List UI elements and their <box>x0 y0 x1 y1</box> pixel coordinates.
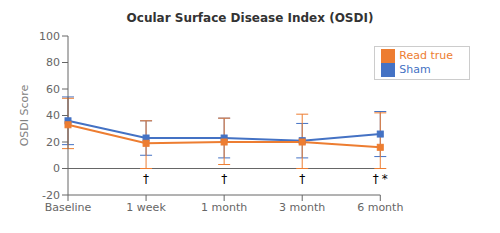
svg-text:Baseline: Baseline <box>45 201 92 214</box>
svg-text:1 week: 1 week <box>126 201 166 214</box>
svg-text:60: 60 <box>46 83 60 96</box>
svg-text:3 month: 3 month <box>279 201 325 214</box>
svg-text:†: † <box>143 172 149 186</box>
html-text:Ocular Surface Disease Index (: Ocular Surface Disease Index (OSDI) <box>126 11 374 25</box>
svg-text:*: * <box>382 172 388 186</box>
html-text:Read true: Read true <box>399 49 453 62</box>
svg-text:-20: -20 <box>42 189 60 202</box>
svg-text:20: 20 <box>46 136 60 149</box>
html-text:Sham: Sham <box>399 63 431 76</box>
svg-text:6 month: 6 month <box>357 201 403 214</box>
svg-text:40: 40 <box>46 109 60 122</box>
svg-text:†: † <box>221 172 227 186</box>
svg-text:100: 100 <box>39 30 60 43</box>
svg-text:0: 0 <box>53 162 60 175</box>
svg-text:†: † <box>373 172 379 186</box>
svg-text:80: 80 <box>46 56 60 69</box>
svg-text:OSDI Score: OSDI Score <box>18 84 31 146</box>
svg-text:†: † <box>299 172 305 186</box>
svg-text:1 month: 1 month <box>201 201 247 214</box>
